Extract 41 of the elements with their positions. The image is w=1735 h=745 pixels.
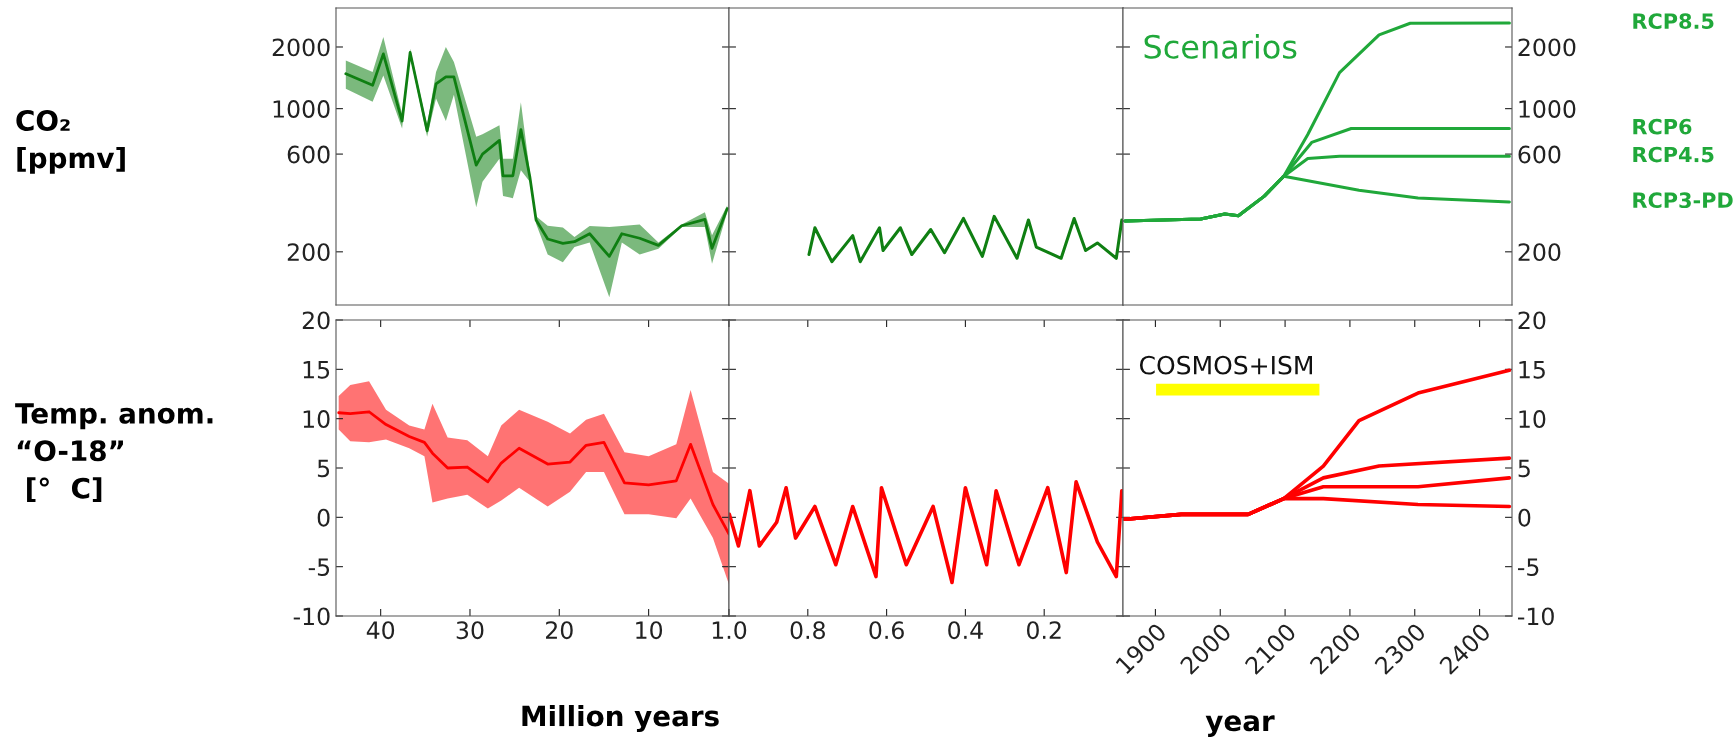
y-axis-title: Temp. anom. “O-18” [° C]	[15, 403, 213, 502]
y-tick-label: 10	[303, 410, 330, 428]
text: RCP3-PD	[1633, 192, 1733, 209]
x-tick-label: 40	[366, 621, 395, 640]
y-tick-label: 200	[1518, 243, 1561, 262]
x-tick-label: 1.0	[712, 621, 747, 640]
y-tick-label: 600	[1518, 145, 1561, 164]
annotation: COSMOS+ISM	[1139, 355, 1312, 375]
y-tick-label: 15	[1519, 361, 1545, 379]
y-tick-label: 0	[1518, 508, 1531, 527]
annotation: Scenarios	[1144, 34, 1297, 59]
y-tick-label: 2000	[272, 38, 330, 57]
y-tick-label: 2000	[1518, 38, 1576, 57]
text: RCP6	[1633, 118, 1692, 135]
y-tick-label: 15	[303, 361, 330, 379]
y-tick-label: -10	[1518, 607, 1554, 626]
y-tick-label: -10	[293, 607, 330, 626]
x-tick-label: 0.2	[1026, 621, 1061, 640]
y-tick-label: 1000	[1519, 100, 1576, 118]
y-tick-label: 200	[287, 243, 330, 262]
x-axis-title: Million years	[522, 705, 719, 733]
x-tick-label: 10	[636, 621, 663, 640]
x-axis-title: year	[1205, 715, 1275, 737]
y-tick-label: 20	[1518, 311, 1546, 330]
x-tick-label: 0.6	[869, 621, 904, 640]
text: RCP8.5	[1633, 13, 1714, 30]
x-tick-label: 0.4	[948, 621, 983, 640]
y-axis-title: CO₂ [ppmv]	[16, 109, 125, 174]
y-tick-label: 600	[287, 145, 330, 164]
y-tick-label: 10	[1519, 410, 1546, 428]
y-tick-label: 0	[317, 508, 330, 527]
y-tick-label: 5	[1518, 459, 1530, 478]
y-tick-label: -5	[308, 558, 330, 576]
y-tick-label: 20	[302, 311, 330, 330]
y-tick-label: 1000	[273, 100, 330, 118]
x-tick-label: 20	[546, 621, 573, 640]
y-tick-label: -5	[1518, 558, 1539, 576]
x-tick-label: 0.8	[790, 621, 825, 640]
x-tick-label: 30	[456, 621, 484, 640]
text: RCP4.5	[1633, 146, 1714, 163]
y-tick-label: 5	[317, 459, 330, 478]
